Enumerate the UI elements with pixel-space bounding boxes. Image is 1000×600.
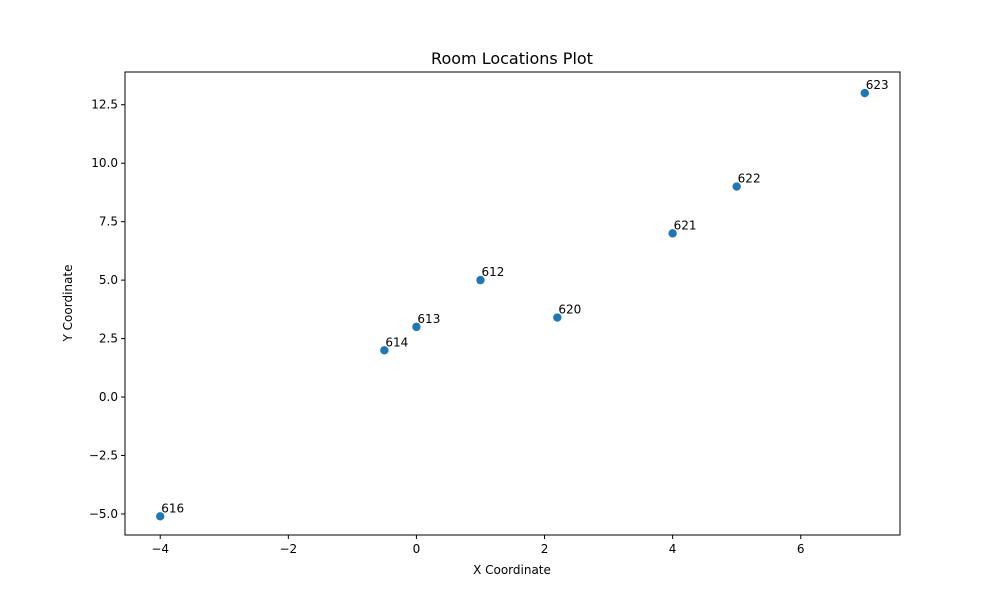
y-tick-label: −2.5: [89, 448, 118, 462]
data-point-612: [476, 275, 485, 285]
point-label-613: 613: [417, 312, 440, 326]
data-point-623: [860, 88, 869, 98]
x-tick-label: −2: [279, 542, 297, 556]
point-label-620: 620: [558, 303, 581, 317]
data-point-614: [380, 346, 389, 355]
point-label-623: 623: [866, 78, 889, 92]
y-tick-label: 0.0: [99, 390, 118, 404]
data-point-613: [412, 322, 421, 332]
point-label-622: 622: [738, 172, 761, 186]
point-label-621: 621: [674, 218, 697, 232]
data-point-620: [553, 313, 562, 322]
plot-frame: [124, 71, 901, 536]
y-tick-label: 7.5: [99, 215, 118, 229]
y-tick-label: 12.5: [91, 98, 118, 112]
y-axis-ticks: −5.0 −2.5 0.0 2.5 5.0 7.5 10.0 12.5: [89, 98, 125, 521]
y-axis-label: Y Coordinate: [61, 265, 75, 343]
x-tick-label: 0: [413, 542, 421, 556]
points-layer: 623 622 621 612 620 613 614 616: [156, 78, 889, 521]
point-label-614: 614: [385, 335, 408, 349]
data-point-622: [732, 182, 741, 191]
x-tick-label: 2: [541, 542, 549, 556]
x-tick-label: 6: [797, 542, 805, 556]
x-tick-label: −4: [151, 542, 169, 556]
x-axis-label: X Coordinate: [473, 563, 551, 577]
x-axis-ticks: −4 −2 0 2 4 6: [151, 535, 805, 556]
chart-title: Room Locations Plot: [431, 49, 593, 68]
point-label-612: 612: [481, 265, 504, 279]
data-point-616: [156, 512, 165, 521]
y-tick-label: 10.0: [91, 156, 118, 170]
y-tick-label: 2.5: [99, 332, 118, 346]
point-label-616: 616: [161, 501, 184, 515]
data-point-621: [668, 229, 677, 238]
y-tick-label: 5.0: [99, 273, 118, 287]
x-tick-label: 4: [669, 542, 677, 556]
y-tick-label: −5.0: [89, 507, 118, 521]
